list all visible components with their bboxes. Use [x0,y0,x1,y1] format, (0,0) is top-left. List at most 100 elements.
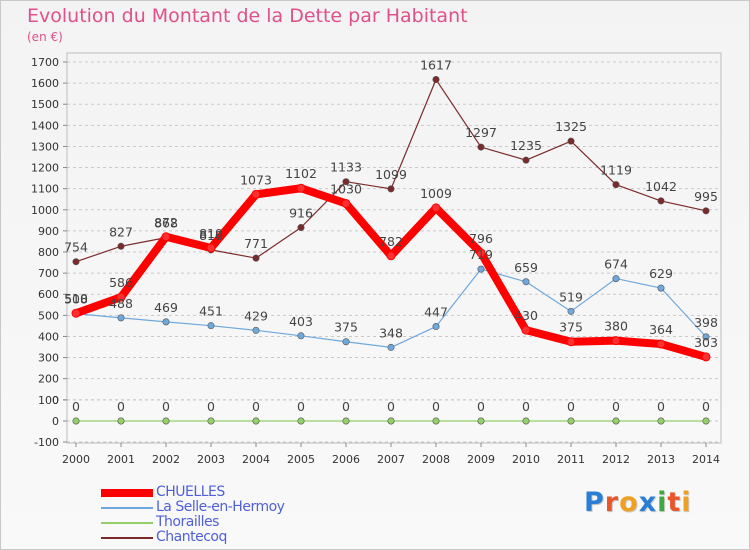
data-point [117,417,125,425]
x-tick-label: 2003 [197,453,225,466]
data-point [341,198,351,208]
x-tick-label: 2010 [512,453,540,466]
data-label: 375 [559,320,583,335]
data-label: 0 [702,399,710,414]
data-label: 429 [244,308,268,323]
data-label: 872 [154,215,178,230]
data-label: 0 [567,399,575,414]
data-point [342,417,350,425]
data-label: 995 [694,189,718,204]
y-tick-label: 0 [52,394,59,407]
data-label: 1617 [420,58,452,73]
data-label: 810 [199,228,223,243]
x-tick-label: 2012 [602,453,630,466]
data-point [72,258,80,266]
data-label: 0 [252,399,260,414]
y-tick-label: 0 [52,415,59,428]
data-point [656,339,666,349]
data-label: 398 [694,315,718,330]
y-tick-label: 100 [38,394,59,407]
y-tick-label: 1700 [31,56,59,69]
x-tick-label: 2001 [107,453,135,466]
data-point [386,251,396,261]
x-tick-label: 2014 [692,453,720,466]
data-point [297,332,305,340]
data-point [251,189,261,199]
data-point [612,417,620,425]
data-point [252,417,260,425]
data-point [116,292,126,302]
data-label: 508 [64,292,88,307]
data-point [387,185,395,193]
data-point [702,417,710,425]
data-point [252,254,260,262]
series-layer [71,76,711,425]
data-point [522,278,530,286]
data-point [162,417,170,425]
data-label: 1235 [510,138,542,153]
y-tick-label: 1500 [31,98,59,111]
data-point [252,326,260,334]
data-point [387,343,395,351]
y-tick-label: 500 [38,309,59,322]
x-tick-label: 2009 [467,453,495,466]
data-point [162,318,170,326]
data-point [612,181,620,189]
y-tick-label: 900 [38,225,59,238]
data-label: 0 [657,399,665,414]
data-label: 1099 [375,167,407,182]
data-point [117,242,125,250]
data-label: 0 [612,399,620,414]
data-label: 375 [334,320,358,335]
data-label: 0 [342,399,350,414]
proxiti-logo: Proxiti [584,487,692,518]
data-label: 0 [522,399,530,414]
data-label: 488 [109,296,133,311]
logo-letter: t [667,487,682,518]
data-point [432,323,440,331]
logo-letter: r [604,487,620,518]
legend: CHUELLES La Selle-en-Hermoy Thorailles Chan… [101,485,361,545]
y-tick-label: 200 [38,373,59,386]
data-point [657,417,665,425]
data-point [161,232,171,242]
data-point [612,275,620,283]
y-tick-label: 400 [38,330,59,343]
chart-title: Evolution du Montant de la Dette par Hab… [27,5,468,27]
data-point [566,337,576,347]
y-tick-label: 1300 [31,140,59,153]
legend-label: CHUELLES [156,484,225,500]
data-point [297,417,305,425]
x-tick-label: 2005 [287,453,315,466]
data-label: 364 [649,322,673,337]
data-point [72,417,80,425]
axis-layer: -100001002003004005006007008009001000110… [31,56,720,466]
data-point [657,197,665,205]
data-point [296,183,306,193]
x-tick-label: 2007 [377,453,405,466]
data-point [477,143,485,151]
data-point [702,207,710,215]
data-label: 447 [424,305,448,320]
data-label: 451 [199,304,223,319]
y-tick-label: 1000 [31,204,59,217]
data-label: 868 [154,216,178,231]
data-label: 1042 [645,179,677,194]
data-label: 1119 [600,163,632,178]
data-label: 719 [469,247,493,262]
data-label: 1102 [285,166,317,181]
x-tick-label: 2013 [647,453,675,466]
data-label: 0 [297,399,305,414]
legend-swatch [101,522,153,524]
legend-item: La Selle-en-Hermoy [101,500,361,515]
data-label: 586 [109,275,133,290]
data-label: 1073 [240,172,272,187]
data-point [206,243,216,253]
data-point [297,224,305,232]
y-tick-label: 800 [38,246,59,259]
data-label: 659 [514,260,538,275]
logo-letter: i [657,487,668,518]
data-point [567,137,575,145]
data-point [432,76,440,84]
x-tick-label: 2006 [332,453,360,466]
